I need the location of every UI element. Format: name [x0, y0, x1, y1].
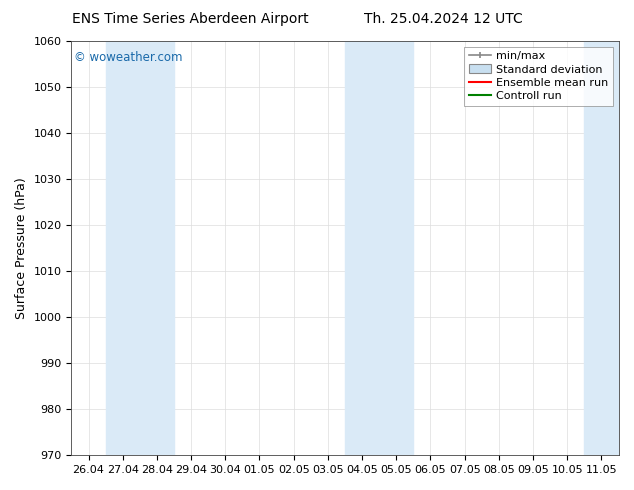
Bar	[345, 41, 413, 455]
Text: © woweather.com: © woweather.com	[74, 51, 183, 64]
Y-axis label: Surface Pressure (hPa): Surface Pressure (hPa)	[15, 177, 28, 319]
Bar	[106, 41, 174, 455]
Bar	[585, 41, 619, 455]
Text: ENS Time Series Aberdeen Airport: ENS Time Series Aberdeen Airport	[72, 12, 309, 26]
Legend: min/max, Standard deviation, Ensemble mean run, Controll run: min/max, Standard deviation, Ensemble me…	[464, 47, 613, 106]
Text: Th. 25.04.2024 12 UTC: Th. 25.04.2024 12 UTC	[365, 12, 523, 26]
